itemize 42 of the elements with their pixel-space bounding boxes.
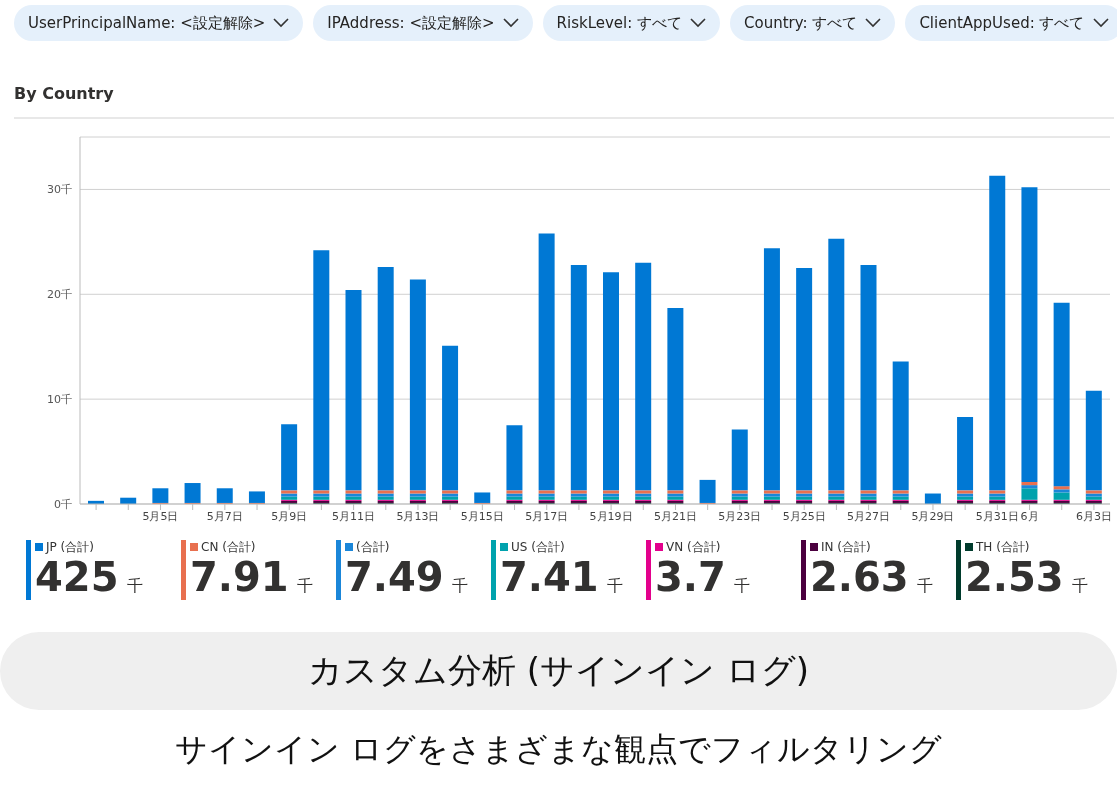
x-tick-label: 5月5日: [142, 509, 179, 523]
x-tick-label: 6月: [1020, 509, 1039, 523]
x-tick-label: 5月15日: [460, 509, 504, 523]
legend-label: IN (合計): [821, 540, 871, 554]
x-tick-label: 5月27日: [847, 509, 891, 523]
x-tick-label: 5月25日: [782, 509, 826, 523]
x-tick-label: 5月9日: [271, 509, 308, 523]
x-tick-label: 5月7日: [206, 509, 243, 523]
text: IPAddress: <設定解除>: [327, 13, 495, 33]
y-tick-label: 0千: [54, 497, 72, 511]
x-tick-label: 5月11日: [332, 509, 376, 523]
x-tick-label: 5月19日: [589, 509, 633, 523]
text: 2.63 千: [810, 554, 933, 600]
legend-label: CN (合計): [201, 540, 256, 554]
x-tick-label: 5月21日: [653, 509, 697, 523]
y-tick-label: 30千: [47, 183, 72, 197]
text: RiskLevel: すべて: [556, 13, 683, 33]
x-tick-label: 5月17日: [525, 509, 569, 523]
chart-title: By Country: [14, 84, 114, 103]
text: 3.7 千: [655, 554, 750, 600]
x-tick-label: 5月13日: [396, 509, 440, 523]
y-tick-label: 20千: [47, 288, 72, 302]
x-tick-label: 5月23日: [718, 509, 762, 523]
text: サインイン ログをさまざまな観点でフィルタリング: [173, 729, 944, 770]
x-tick-label: 5月31日: [975, 509, 1019, 523]
text: 2.53 千: [965, 554, 1088, 600]
text: Country: すべて: [744, 13, 858, 33]
text: 7.49 千: [345, 554, 468, 600]
text: 7.41 千: [500, 554, 623, 600]
y-tick-label: 10千: [47, 393, 72, 407]
x-tick-label: 6月3日: [1075, 509, 1112, 523]
text: 7.91 千: [190, 554, 313, 600]
text: カスタム分析 (サインイン ログ): [0, 632, 1117, 710]
legend-label: US (合計): [511, 540, 565, 554]
legend-label: (合計): [356, 540, 390, 554]
text: 425 千: [35, 554, 143, 600]
text: UserPrincipalName: <設定解除>: [28, 13, 266, 33]
legend-label: TH (合計): [976, 540, 1030, 554]
x-tick-label: 5月29日: [911, 509, 955, 523]
legend-label: JP (合計): [46, 540, 94, 554]
legend-label: VN (合計): [666, 540, 721, 554]
text: ClientAppUsed: すべて: [919, 13, 1085, 33]
